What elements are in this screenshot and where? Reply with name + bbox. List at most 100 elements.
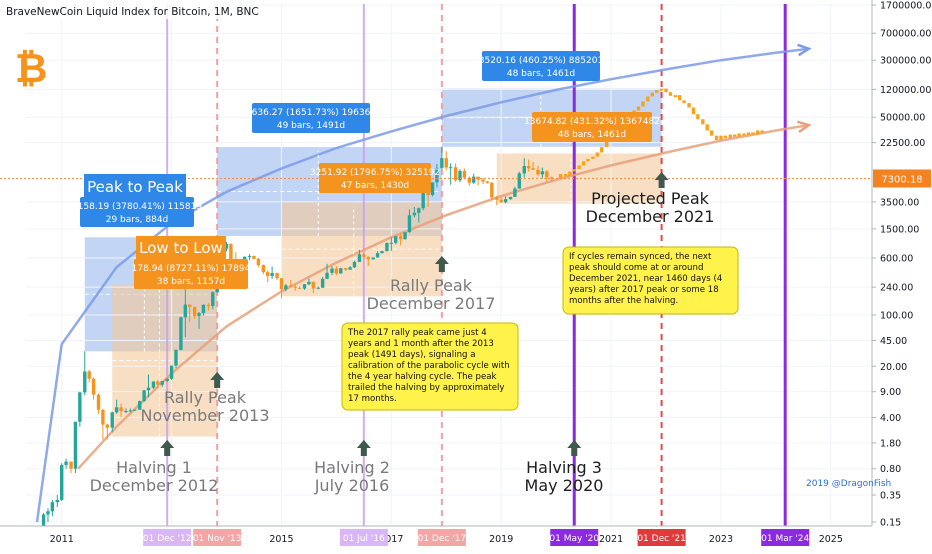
projected-bar bbox=[760, 130, 764, 133]
candle-body bbox=[133, 409, 137, 411]
y-tick-label: 120000.00 bbox=[880, 85, 931, 96]
candle-body bbox=[440, 158, 444, 168]
y-tick-label: 3500.00 bbox=[880, 197, 919, 208]
event-arrows bbox=[160, 172, 669, 456]
rally-peak-2017-arrow bbox=[434, 256, 449, 272]
candle-body bbox=[362, 254, 366, 257]
candle-body bbox=[485, 181, 490, 183]
note-callout: The 2017 rally peak came just 4 years and… bbox=[341, 322, 519, 411]
axis-corner bbox=[873, 527, 932, 550]
header: BraveNewCoin Liquid Index for Bitcoin, 1… bbox=[0, 2, 891, 489]
orange-trend-curve bbox=[77, 123, 810, 470]
candle-body bbox=[197, 313, 201, 317]
candle-body bbox=[293, 286, 297, 288]
candle-body bbox=[156, 381, 160, 385]
candle-body bbox=[105, 424, 110, 428]
marker-date-badge bbox=[193, 529, 242, 546]
y-tick-label: 240.00 bbox=[880, 283, 913, 294]
y-tick-label: 300000.00 bbox=[880, 56, 931, 67]
projected-bar bbox=[705, 124, 709, 131]
note-text-line: calibration of the parabolic cycle with bbox=[348, 361, 510, 371]
candle-body bbox=[472, 176, 476, 183]
measure-label-line2: 48 bars, 1461d bbox=[507, 69, 575, 79]
halving-3-arrow bbox=[567, 440, 582, 456]
candle-body bbox=[192, 306, 197, 317]
measure-labels: 1158.19 (3780.41%) 115819 29 bars, 884d 17… bbox=[72, 51, 660, 289]
y-tick-label: 600.00 bbox=[880, 254, 913, 265]
candle-body bbox=[151, 381, 156, 388]
candle-body bbox=[389, 242, 394, 244]
y-tick-label: 45.00 bbox=[880, 336, 907, 347]
x-tick-label: 2019 bbox=[489, 534, 513, 545]
candle-body bbox=[380, 251, 384, 254]
measure-label-line2: 38 bars, 1157d bbox=[157, 277, 225, 287]
candle-body bbox=[426, 192, 430, 196]
y-tick-label: 100.00 bbox=[880, 311, 913, 322]
marker-date-label: 01 May '20 bbox=[549, 534, 599, 544]
measure-label-line2: 47 bars, 1430d bbox=[341, 181, 409, 191]
candle-body bbox=[64, 461, 68, 465]
projected-bar bbox=[751, 132, 755, 135]
marker-date-label: 01 Dec '12 bbox=[143, 534, 192, 544]
candle-body bbox=[224, 243, 229, 249]
measure-label-line1: 1158.19 (3780.41%) 115819 bbox=[72, 202, 202, 212]
candle-body bbox=[448, 167, 453, 169]
orange-trend-curve-arrowhead bbox=[796, 120, 812, 134]
note-text-line: peak (1491 days), signaling a bbox=[348, 350, 475, 360]
measure-label-line2: 49 bars, 1491d bbox=[277, 121, 345, 131]
projected-bar bbox=[558, 174, 563, 179]
rally-peak-2013-arrow bbox=[210, 372, 225, 388]
x-tick-label: 2017 bbox=[379, 534, 403, 545]
candle-body bbox=[545, 171, 549, 178]
projected-bar bbox=[654, 89, 659, 93]
projected-bar bbox=[719, 135, 723, 140]
annotation-line: Rally Peak bbox=[164, 388, 247, 407]
projected-bar bbox=[756, 130, 760, 135]
projected-bar bbox=[664, 88, 668, 93]
chart-title: BraveNewCoin Liquid Index for Bitcoin, 1… bbox=[6, 6, 259, 18]
note-text-line: trailed the halving by approximately bbox=[348, 383, 505, 393]
candle-body bbox=[165, 378, 169, 381]
candle-body bbox=[119, 407, 123, 412]
marker-date-badge bbox=[417, 529, 466, 546]
blue-trend-curve-arrowhead bbox=[797, 43, 812, 57]
marker-date-label: 01 Mar '24 bbox=[761, 534, 809, 544]
projected-bar bbox=[714, 135, 719, 140]
annotation-line: Projected Peak bbox=[591, 189, 710, 208]
candle-body bbox=[284, 285, 288, 290]
x-tick-label: 2021 bbox=[599, 534, 623, 545]
candle-body bbox=[247, 255, 252, 257]
candle-body bbox=[385, 242, 389, 252]
current-price-label: 7300.18 bbox=[881, 174, 922, 185]
annotation-line: Halving 2 bbox=[314, 458, 390, 477]
candle-body bbox=[279, 278, 284, 290]
annotation-line: May 2020 bbox=[525, 476, 604, 495]
projected-bar bbox=[563, 174, 568, 177]
annotation-line: December 2021 bbox=[586, 207, 715, 226]
tag-box bbox=[84, 174, 186, 198]
projected-bar bbox=[600, 147, 604, 153]
candle-body bbox=[330, 268, 334, 273]
candle-body bbox=[46, 511, 50, 515]
projected-bar bbox=[746, 132, 751, 136]
note-text-line: years and 1 month after the 2013 bbox=[348, 339, 494, 349]
marker-date-label: 01 Dec '17 bbox=[418, 534, 467, 544]
y-axis-panel bbox=[872, 0, 932, 550]
candle-body bbox=[211, 292, 215, 306]
projected-bar bbox=[709, 130, 714, 136]
note-callout: If cycles remain synced, the next peak sh… bbox=[562, 246, 739, 315]
candle-body bbox=[179, 317, 183, 350]
y-tick-label: 0.80 bbox=[880, 464, 901, 475]
candle-body bbox=[495, 197, 499, 200]
projected-bar bbox=[641, 101, 645, 107]
candle-body bbox=[266, 272, 270, 277]
projected-bar bbox=[696, 114, 700, 120]
candle-body bbox=[256, 258, 261, 266]
marker-date-badge bbox=[339, 529, 388, 546]
projected-bar bbox=[636, 106, 641, 111]
y-tick-label: 1.80 bbox=[880, 438, 901, 449]
y-tick-label: 1500.00 bbox=[880, 224, 919, 235]
candle-body bbox=[513, 188, 517, 197]
